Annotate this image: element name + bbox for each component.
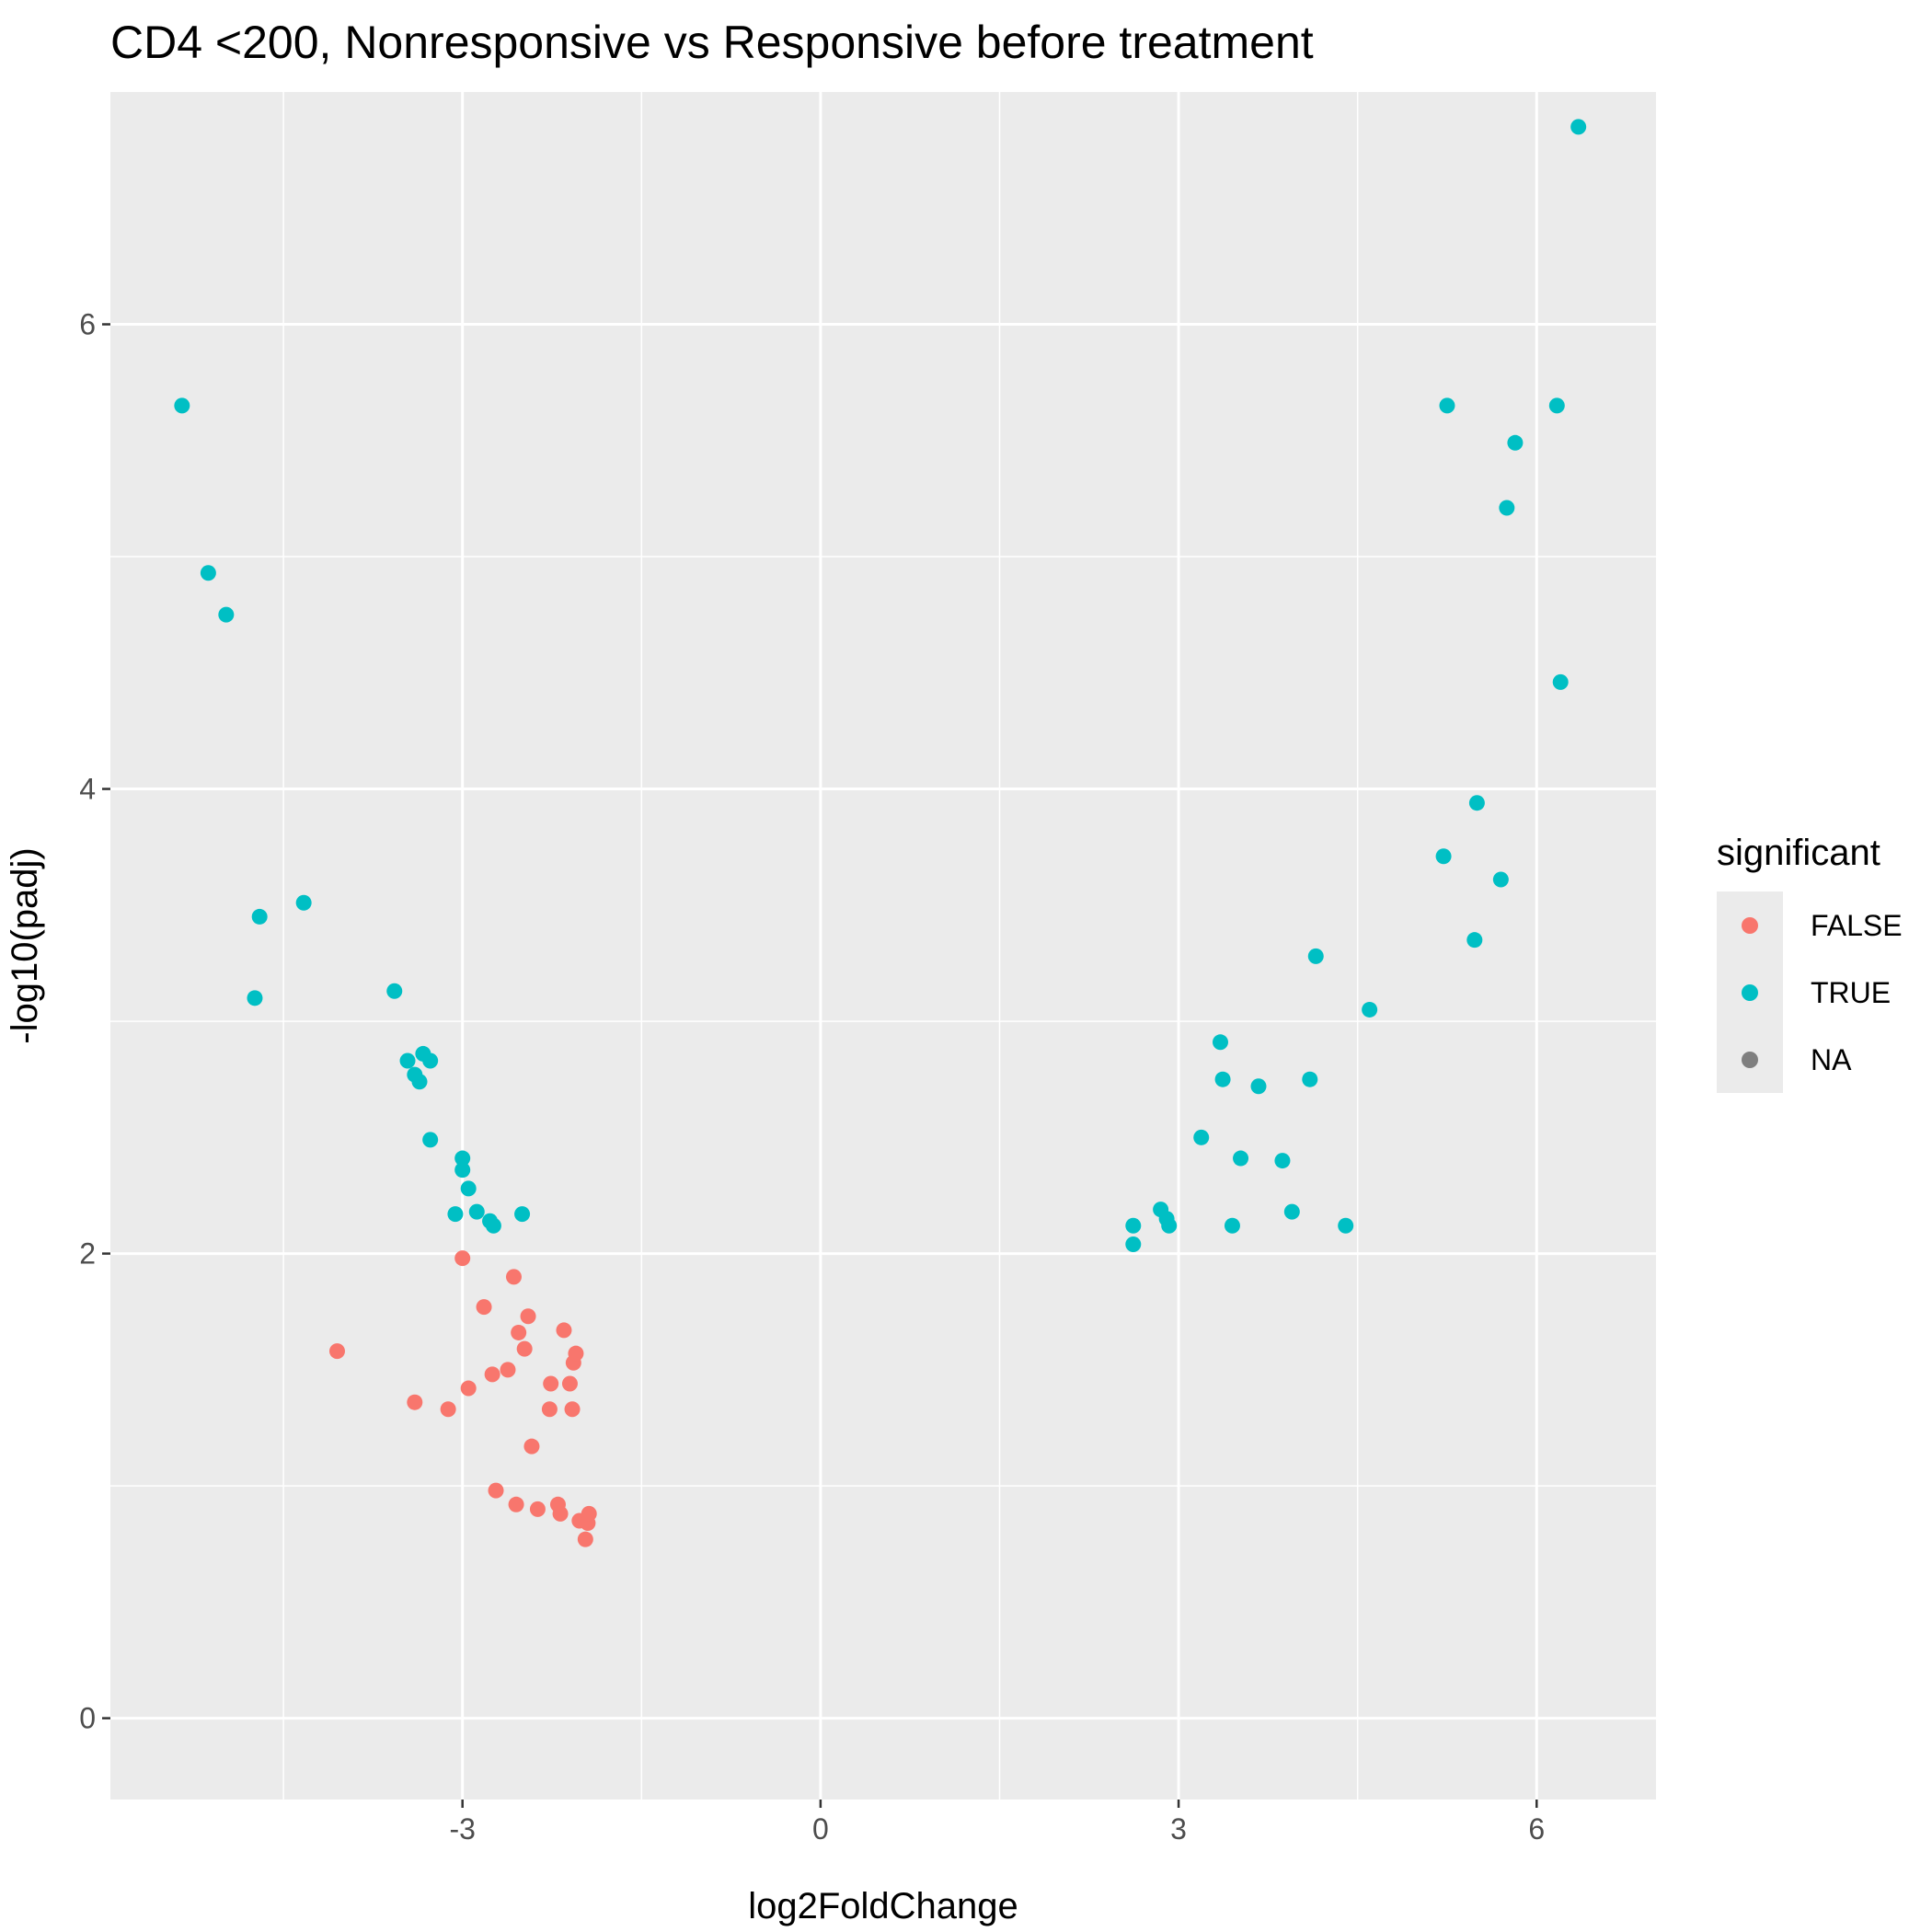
data-point-false (508, 1496, 524, 1512)
data-points (174, 119, 1587, 1547)
y-tick-label: 6 (79, 308, 96, 341)
legend-key-na (1742, 1052, 1758, 1068)
data-point-false (523, 1438, 540, 1455)
data-point-true (1233, 1150, 1249, 1167)
data-point-true (1274, 1153, 1291, 1169)
data-point-false (440, 1401, 456, 1418)
legend-label-false: FALSE (1811, 909, 1903, 942)
data-point-true (422, 1052, 439, 1069)
data-point-false (476, 1299, 492, 1316)
data-point-true (386, 983, 403, 999)
data-point-true (1212, 1034, 1228, 1051)
legend: significant FALSE TRUE NA (1717, 833, 1903, 1093)
data-point-true (1468, 795, 1485, 811)
data-point-true (1193, 1129, 1210, 1145)
data-point-true (454, 1162, 471, 1179)
data-point-true (1338, 1217, 1354, 1234)
x-tick-label: 6 (1528, 1812, 1545, 1846)
plot-panel (110, 92, 1656, 1800)
data-point-false (505, 1269, 522, 1285)
legend-title: significant (1717, 833, 1880, 873)
legend-label-na: NA (1811, 1043, 1852, 1076)
data-point-false (407, 1394, 423, 1410)
data-point-true (1466, 932, 1483, 949)
y-tick-label: 4 (79, 773, 96, 806)
data-point-false (581, 1505, 597, 1522)
data-point-true (1250, 1078, 1267, 1095)
data-point-false (552, 1505, 569, 1522)
data-point-false (543, 1375, 559, 1392)
legend-label-true: TRUE (1811, 976, 1891, 1009)
data-point-true (422, 1132, 439, 1148)
data-point-true (460, 1180, 477, 1197)
y-tick-label: 0 (79, 1702, 96, 1735)
data-point-true (1570, 119, 1587, 135)
data-point-true (1548, 397, 1565, 414)
data-point-false (561, 1375, 578, 1392)
data-point-true (200, 565, 216, 581)
data-point-true (1161, 1217, 1178, 1234)
data-point-false (488, 1482, 504, 1499)
data-point-true (1125, 1236, 1142, 1252)
data-point-false (564, 1401, 581, 1418)
data-point-false (568, 1345, 584, 1362)
data-point-true (1362, 1001, 1378, 1018)
data-point-true (1507, 434, 1524, 451)
legend-key-false (1742, 917, 1758, 934)
legend-key-true (1742, 984, 1758, 1001)
data-point-false (556, 1322, 572, 1339)
axes: -3 0 3 6 0 2 4 6 (79, 308, 1545, 1846)
data-point-false (500, 1362, 516, 1378)
y-axis-title: -log10(padj) (5, 847, 45, 1043)
data-point-true (1435, 848, 1452, 865)
data-point-false (520, 1308, 536, 1325)
x-tick-label: 0 (812, 1812, 829, 1846)
data-point-true (1214, 1071, 1231, 1087)
data-point-false (541, 1401, 558, 1418)
y-tick-label: 2 (79, 1237, 96, 1271)
data-point-false (511, 1324, 527, 1340)
data-point-true (295, 894, 312, 911)
x-axis-title: log2FoldChange (748, 1886, 1018, 1926)
data-point-true (485, 1217, 501, 1234)
data-point-false (454, 1250, 471, 1267)
data-point-true (1307, 948, 1324, 964)
data-point-true (1125, 1217, 1142, 1234)
data-point-true (1492, 871, 1509, 888)
chart-title: CD4 <200, Nonresponsive vs Responsive be… (110, 17, 1314, 68)
data-point-true (411, 1074, 428, 1090)
data-point-true (1499, 500, 1515, 516)
major-gridlines (110, 92, 1656, 1800)
data-point-false (529, 1501, 546, 1517)
data-point-false (516, 1340, 533, 1357)
data-point-true (1283, 1203, 1300, 1220)
data-point-true (1439, 397, 1455, 414)
data-point-true (454, 1150, 471, 1167)
data-point-true (399, 1052, 416, 1069)
minor-gridlines (110, 92, 1656, 1800)
data-point-true (251, 908, 268, 925)
data-point-true (247, 990, 263, 1006)
data-point-true (218, 606, 235, 623)
data-point-true (514, 1206, 531, 1223)
data-point-false (460, 1380, 477, 1397)
data-point-true (1552, 673, 1569, 690)
data-point-true (1302, 1071, 1318, 1087)
data-point-true (468, 1203, 485, 1220)
data-point-true (174, 397, 190, 414)
data-point-false (328, 1343, 345, 1360)
data-point-false (577, 1531, 593, 1547)
data-point-true (447, 1206, 464, 1223)
x-tick-label: -3 (449, 1812, 475, 1846)
data-point-false (484, 1366, 500, 1383)
x-tick-label: 3 (1170, 1812, 1187, 1846)
data-point-true (1224, 1217, 1240, 1234)
